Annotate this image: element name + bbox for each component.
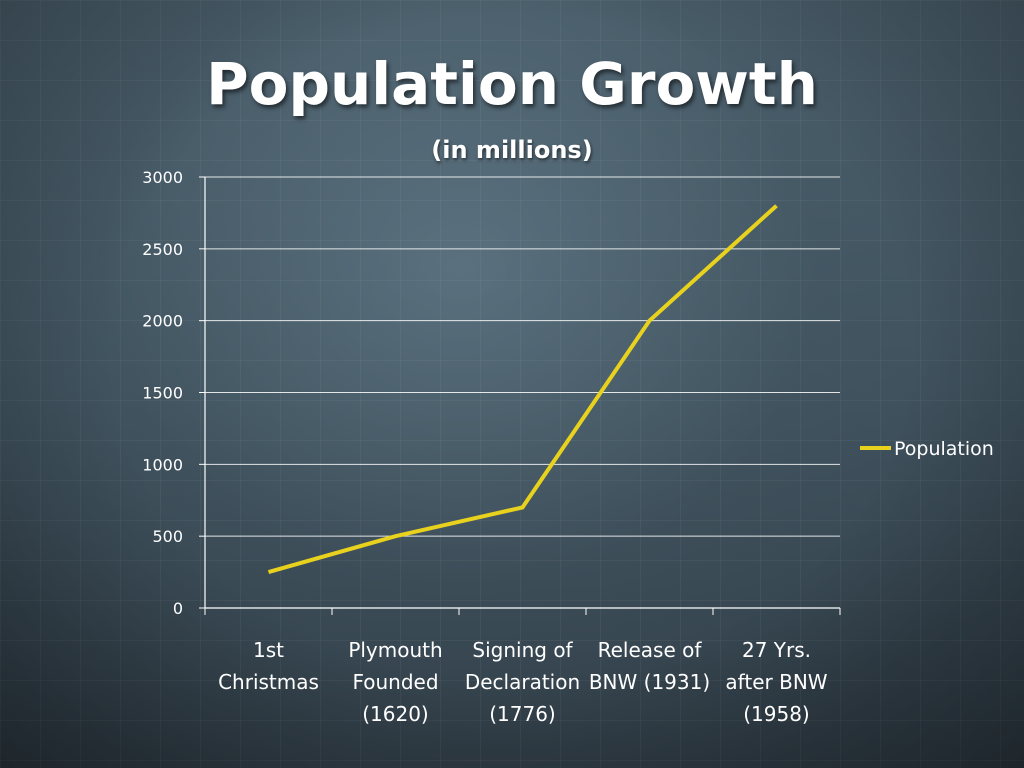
x-category-label: 27 Yrs. after BNW (1958) bbox=[725, 638, 827, 726]
y-tick-label: 1000 bbox=[142, 455, 183, 474]
y-tick-label: 2500 bbox=[142, 240, 183, 259]
x-category-label: Release of BNW (1931) bbox=[589, 638, 710, 694]
x-category-label-line: Release of bbox=[598, 638, 703, 662]
x-category-label-line: 1st bbox=[253, 638, 284, 662]
y-tick-label: 1500 bbox=[142, 384, 183, 403]
slide-subtitle: (in millions) bbox=[431, 136, 593, 164]
x-category-label: Plymouth Founded (1620) bbox=[348, 638, 442, 726]
y-tick-label: 2000 bbox=[142, 312, 183, 331]
y-axis-tick-labels: 0 500 1000 1500 2000 2500 3000 bbox=[142, 168, 183, 618]
x-category-label-line: Plymouth bbox=[348, 638, 442, 662]
chart-gridlines bbox=[205, 176, 840, 537]
chart-legend: Population bbox=[860, 438, 994, 460]
y-tick-label: 500 bbox=[152, 527, 183, 546]
chart-axes bbox=[199, 176, 841, 615]
series-line-population bbox=[267, 204, 778, 575]
x-category-label-line: (1958) bbox=[743, 702, 810, 726]
x-category-label-line: (1620) bbox=[362, 702, 429, 726]
x-category-label-line: 27 Yrs. bbox=[742, 638, 811, 662]
x-category-label-line: (1776) bbox=[489, 702, 556, 726]
x-category-label-line: Founded bbox=[352, 670, 438, 694]
x-category-label-line: Christmas bbox=[218, 670, 319, 694]
chart-series bbox=[267, 204, 778, 575]
y-tick-label: 0 bbox=[173, 599, 183, 618]
x-category-label-line: after BNW bbox=[725, 670, 827, 694]
x-category-label: Signing of Declaration (1776) bbox=[465, 638, 580, 726]
slide-title: Population Growth bbox=[206, 50, 818, 118]
legend-label: Population bbox=[894, 438, 994, 460]
x-category-label-line: BNW (1931) bbox=[589, 670, 710, 694]
y-tick-label: 3000 bbox=[142, 168, 183, 187]
x-category-label-line: Declaration bbox=[465, 670, 580, 694]
x-category-label-line: Signing of bbox=[472, 638, 573, 662]
x-category-label: 1st Christmas bbox=[218, 638, 319, 694]
x-axis-category-labels: 1st Christmas Plymouth Founded (1620) Signing… bbox=[218, 638, 828, 726]
